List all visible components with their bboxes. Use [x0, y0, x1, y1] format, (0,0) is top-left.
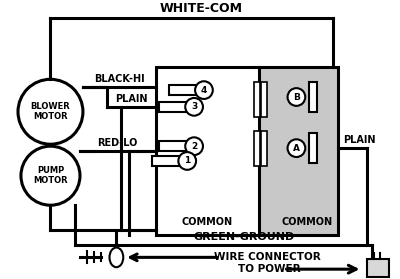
Bar — [367, 259, 389, 277]
Circle shape — [195, 81, 213, 99]
Text: PLAIN: PLAIN — [343, 135, 375, 145]
Text: 3: 3 — [191, 102, 197, 111]
Bar — [261, 82, 267, 117]
Bar — [159, 102, 188, 112]
Text: WIRE CONNECTOR: WIRE CONNECTOR — [214, 252, 320, 262]
Text: GREEN-GROUND: GREEN-GROUND — [194, 232, 295, 242]
Bar — [152, 156, 181, 166]
Circle shape — [21, 146, 80, 205]
Text: PLAIN: PLAIN — [115, 94, 147, 104]
Circle shape — [288, 88, 305, 106]
Text: COMMON: COMMON — [181, 217, 232, 227]
Bar — [254, 68, 338, 235]
Circle shape — [178, 152, 196, 170]
Text: A: A — [293, 144, 300, 153]
Text: RED-LO: RED-LO — [97, 138, 138, 148]
Text: BLACK-HI: BLACK-HI — [94, 74, 145, 84]
Circle shape — [288, 139, 305, 157]
Bar — [254, 131, 260, 166]
Text: PUMP
MOTOR: PUMP MOTOR — [33, 166, 68, 186]
Bar — [309, 82, 317, 112]
Circle shape — [185, 137, 203, 155]
Text: BLOWER
MOTOR: BLOWER MOTOR — [30, 102, 70, 121]
Bar — [261, 131, 267, 166]
Circle shape — [185, 98, 203, 116]
Text: 4: 4 — [201, 86, 207, 95]
Circle shape — [18, 79, 83, 144]
Ellipse shape — [110, 247, 123, 267]
Text: COMMON: COMMON — [282, 217, 333, 227]
Bar — [156, 68, 259, 235]
Bar — [254, 82, 260, 117]
Text: 1: 1 — [184, 157, 190, 165]
Bar — [159, 141, 188, 151]
Bar — [168, 85, 198, 95]
Text: WHITE-COM: WHITE-COM — [160, 2, 242, 15]
Text: B: B — [293, 93, 300, 102]
Bar — [309, 133, 317, 163]
Text: TO POWER: TO POWER — [238, 264, 300, 274]
Text: 2: 2 — [191, 142, 197, 151]
